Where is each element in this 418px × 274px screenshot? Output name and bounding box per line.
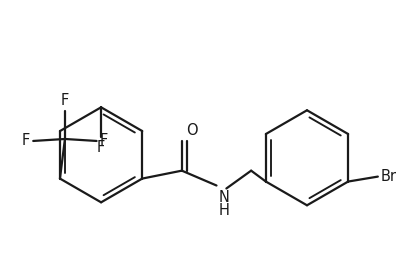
- Text: F: F: [97, 140, 105, 155]
- Text: F: F: [99, 133, 108, 149]
- Text: N: N: [219, 190, 229, 206]
- Text: F: F: [61, 93, 69, 108]
- Text: H: H: [219, 203, 229, 218]
- Text: Br: Br: [381, 169, 397, 184]
- Text: F: F: [22, 133, 30, 149]
- Text: O: O: [186, 123, 198, 138]
